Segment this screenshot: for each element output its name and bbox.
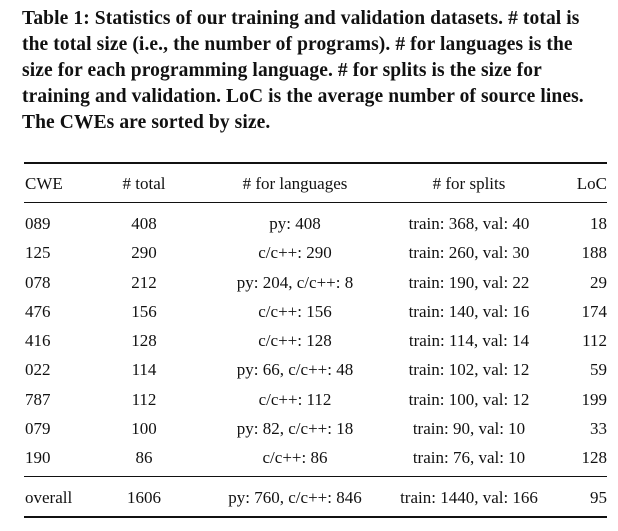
cell-languages: c/c++: 290 [258, 243, 332, 263]
cell-loc: 188 [581, 243, 608, 263]
cell-splits: train: 190, val: 22 [408, 272, 530, 292]
header-languages: # for languages [242, 174, 348, 193]
cell-total: 408 [131, 214, 157, 233]
overall-cwe: overall [25, 488, 73, 507]
cell-total: 290 [131, 243, 157, 263]
cell-total: 86 [135, 448, 153, 467]
cell-languages: py: 82, c/c++: 18 [236, 418, 354, 438]
table-row: 190 86 c/c++: 86 train: 76, val: 10 128 [24, 446, 607, 470]
cell-loc: 128 [581, 448, 608, 467]
overall-row: overall 1606 py: 760, c/c++: 846 train: … [24, 486, 607, 510]
table-row: 079 100 py: 82, c/c++: 18 train: 90, val: 1… [24, 417, 607, 441]
cell-languages: py: 408 [269, 214, 321, 233]
cell-total: 100 [131, 418, 157, 438]
cell-languages: c/c++: 112 [258, 389, 332, 409]
cell-total: 114 [131, 360, 157, 380]
cell-cwe: 078 [25, 272, 51, 292]
table-row: 476 156 c/c++: 156 train: 140, val: 16 174 [24, 300, 607, 324]
cell-cwe: 022 [25, 360, 51, 380]
cell-total: 112 [131, 389, 157, 409]
cell-cwe: 190 [25, 448, 51, 467]
cell-loc: 33 [590, 418, 607, 438]
cell-cwe: 416 [25, 331, 51, 350]
top-rule [24, 162, 607, 164]
header-cwe: CWE [25, 174, 63, 193]
overall-total: 1606 [127, 488, 161, 507]
cell-loc: 29 [590, 272, 607, 292]
cell-cwe: 079 [25, 418, 51, 438]
cell-languages: c/c++: 128 [258, 331, 332, 350]
cell-splits: train: 102, val: 12 [408, 360, 530, 380]
cell-languages: py: 66, c/c++: 48 [236, 360, 354, 380]
table-row: 089 408 py: 408 train: 368, val: 40 18 [24, 212, 607, 236]
cell-splits: train: 114, val: 14 [408, 331, 530, 350]
cell-loc: 18 [590, 214, 607, 233]
cell-cwe: 476 [25, 301, 51, 321]
cell-splits: train: 100, val: 12 [408, 389, 530, 409]
table-caption: Table 1: Statistics of our training and … [22, 8, 584, 133]
table-row: 416 128 c/c++: 128 train: 114, val: 14 112 [24, 329, 607, 353]
table-row: 125 290 c/c++: 290 train: 260, val: 30 188 [24, 241, 607, 265]
cell-total: 156 [131, 301, 157, 321]
table-row: 787 112 c/c++: 112 train: 100, val: 12 199 [24, 388, 607, 412]
cell-languages: c/c++: 86 [262, 448, 328, 467]
overall-splits: train: 1440, val: 166 [400, 488, 538, 507]
cell-loc: 112 [582, 331, 607, 350]
cell-total: 128 [131, 331, 157, 350]
cell-splits: train: 260, val: 30 [408, 243, 530, 263]
table-row: 022 114 py: 66, c/c++: 48 train: 102, val: … [24, 358, 607, 382]
cell-splits: train: 140, val: 16 [408, 301, 530, 321]
mid-rule [24, 202, 607, 203]
cell-languages: py: 204, c/c++: 8 [236, 272, 354, 292]
cell-cwe: 089 [25, 214, 51, 233]
table-row: 078 212 py: 204, c/c++: 8 train: 190, val: … [24, 271, 607, 295]
cell-languages: c/c++: 156 [258, 301, 332, 321]
cell-splits: train: 368, val: 40 [408, 214, 530, 233]
header-splits: # for splits [432, 174, 506, 193]
header-row: CWE # total # for languages # for splits… [24, 172, 607, 196]
overall-languages: py: 760, c/c++: 846 [228, 488, 362, 507]
cell-splits: train: 76, val: 10 [412, 448, 526, 467]
cell-loc: 199 [581, 389, 608, 409]
bottom-rule [24, 516, 607, 518]
cell-loc: 59 [590, 360, 607, 380]
cell-loc: 174 [581, 301, 608, 321]
cell-cwe: 787 [25, 389, 51, 409]
cell-splits: train: 90, val: 10 [412, 418, 526, 438]
overall-rule [24, 476, 607, 477]
cell-cwe: 125 [25, 243, 51, 263]
header-loc: LoC [576, 174, 607, 193]
cell-total: 212 [131, 272, 157, 292]
header-total: # total [122, 174, 166, 193]
overall-loc: 95 [590, 488, 607, 507]
